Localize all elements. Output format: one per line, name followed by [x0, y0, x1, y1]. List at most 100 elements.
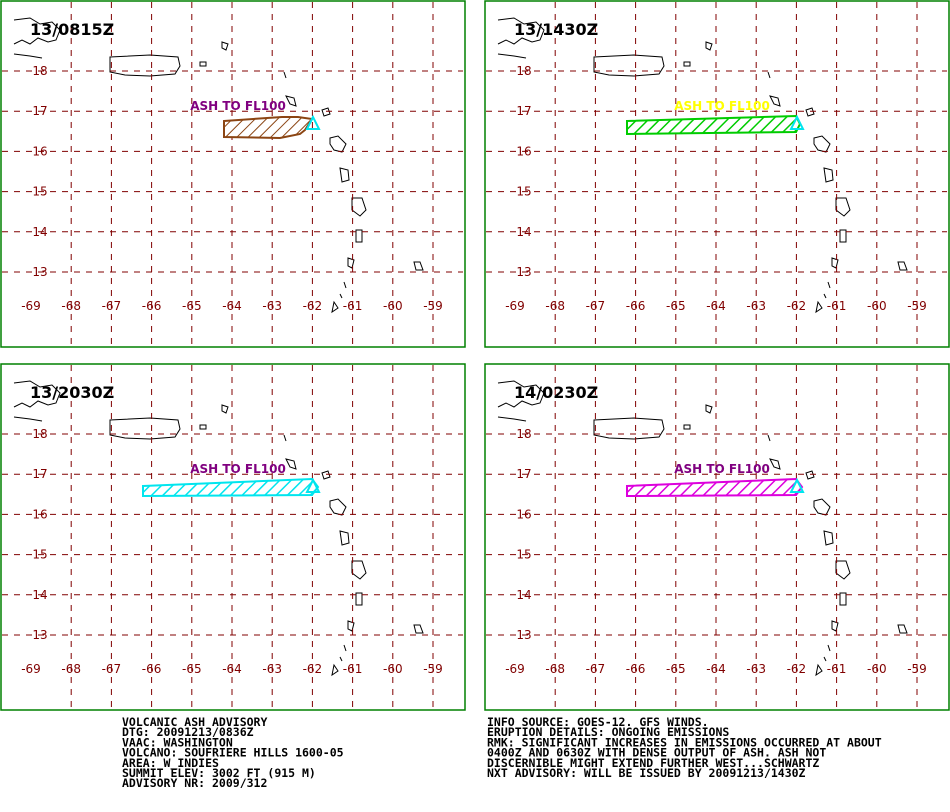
panel-border	[0, 0, 466, 348]
lat-label: 18	[32, 427, 47, 441]
lon-label: -62	[303, 299, 323, 313]
panels: -69 -68 -67 -66 -65 -64 -63 -62 -61 -60 -59 18 17 16 1…	[0, 0, 950, 711]
lat-label: 18	[516, 427, 531, 441]
lat-label: 16	[516, 507, 531, 521]
advisory-line: ADVISORY NR: 2009/312	[122, 776, 267, 790]
lon-label: -67	[586, 662, 606, 676]
lon-label: -66	[626, 299, 646, 313]
panel-border	[484, 0, 950, 348]
ash-area	[626, 114, 802, 136]
lon-label: -59	[907, 662, 927, 676]
lon-label: -59	[423, 299, 443, 313]
lat-label: 15	[516, 548, 531, 562]
lon-label: -67	[586, 299, 606, 313]
panel-border	[0, 363, 466, 711]
advisory-line: INFO SOURCE: GOES-12. GFS WINDS.	[487, 715, 709, 729]
lat-label: 13	[32, 265, 47, 279]
advisory-line: VOLCANIC ASH ADVISORY	[122, 715, 267, 729]
advisory-line: ERUPTION DETAILS: ONGOING EMISSIONS	[487, 725, 729, 739]
lon-label: -67	[102, 299, 122, 313]
coastline	[497, 380, 908, 676]
lon-label: -60	[383, 662, 403, 676]
lon-label: -59	[907, 299, 927, 313]
advisory-line: VAAC: WASHINGTON	[122, 735, 233, 749]
lon-label: -61	[827, 299, 847, 313]
lat-label: 18	[516, 64, 531, 78]
lat-label: 15	[516, 185, 531, 199]
lon-label: -68	[545, 662, 565, 676]
lon-label: -67	[102, 662, 122, 676]
advisory-line: RMK: SIGNIFICANT INCREASES IN EMISSIONS …	[487, 735, 882, 749]
lon-label: -63	[262, 299, 282, 313]
lon-label: -64	[706, 299, 726, 313]
advisory-line: DTG: 20091213/0836Z	[122, 725, 254, 739]
lat-label: 14	[516, 225, 531, 239]
lat-label: 15	[32, 548, 47, 562]
lon-label: -64	[222, 662, 242, 676]
ash-area	[142, 477, 320, 498]
lon-label: -62	[303, 662, 323, 676]
lat-label: 18	[32, 64, 47, 78]
lat-label: 14	[32, 225, 47, 239]
lat-label: 13	[32, 628, 47, 642]
lat-label: 16	[516, 144, 531, 158]
lat-label: 13	[516, 628, 531, 642]
advisory-line: DISCERNIBLE MIGHT EXTEND FURTHER WEST...…	[487, 756, 819, 770]
valid-time: 14/0230Z	[514, 383, 598, 402]
lat-label: 14	[516, 588, 531, 602]
lat-label: 17	[32, 467, 47, 481]
lat-label: 16	[32, 507, 47, 521]
lon-label: -61	[827, 662, 847, 676]
volcano-marker	[305, 477, 321, 493]
lon-label: -65	[666, 299, 686, 313]
lat-label: 16	[32, 144, 47, 158]
lon-label: -66	[626, 662, 646, 676]
map-panel: -69 -68 -67 -66 -65 -64 -63 -62 -61 -60 -59 18 17 16 1…	[484, 0, 950, 348]
lon-label: -68	[61, 299, 81, 313]
lon-label: -63	[262, 662, 282, 676]
lon-label: -65	[182, 299, 202, 313]
lon-label: -62	[787, 299, 807, 313]
lon-label: -60	[383, 299, 403, 313]
lat-label: 15	[32, 185, 47, 199]
lon-label: -65	[182, 662, 202, 676]
lon-label: -69	[505, 299, 525, 313]
lon-label: -61	[343, 662, 363, 676]
valid-time: 13/1430Z	[514, 20, 598, 39]
lat-label: 17	[32, 104, 47, 118]
lat-label: 13	[516, 265, 531, 279]
lon-label: -59	[423, 662, 443, 676]
volcano-marker	[305, 114, 321, 130]
lat-label: 14	[32, 588, 47, 602]
lat-label: 17	[516, 467, 531, 481]
lon-label: -65	[666, 662, 686, 676]
lon-label: -68	[61, 662, 81, 676]
volcano-marker	[789, 114, 805, 130]
lon-label: -60	[867, 662, 887, 676]
ash-label: ASH TO FL100	[674, 99, 770, 113]
lon-label: -66	[142, 662, 162, 676]
lon-label: -69	[505, 662, 525, 676]
ash-label: ASH TO FL100	[674, 462, 770, 476]
lon-label: -66	[142, 299, 162, 313]
advisory-line: 0400Z AND 0630Z WITH DENSE OUTPUT OF ASH…	[487, 746, 826, 760]
ash-area	[223, 116, 314, 140]
lon-label: -69	[21, 299, 41, 313]
lon-label: -61	[343, 299, 363, 313]
map-panel: -69 -68 -67 -66 -65 -64 -63 -62 -61 -60 -59 18 17 16 1…	[0, 363, 466, 711]
lon-label: -69	[21, 662, 41, 676]
advisory-line: SUMMIT ELEV: 3002 FT (915 M)	[122, 766, 316, 780]
ash-area	[626, 477, 804, 498]
advisory-line: VOLCANO: SOUFRIERE HILLS 1600-05	[122, 746, 344, 760]
map-panel: -69 -68 -67 -66 -65 -64 -63 -62 -61 -60 -59 18 17 16 1…	[0, 0, 466, 348]
ash-label: ASH TO FL100	[190, 99, 286, 113]
ash-label: ASH TO FL100	[190, 462, 286, 476]
lon-label: -63	[746, 662, 766, 676]
lon-label: -60	[867, 299, 887, 313]
advisory-line: AREA: W_INDIES	[122, 756, 219, 771]
panel-border	[484, 363, 950, 711]
lon-label: -63	[746, 299, 766, 313]
